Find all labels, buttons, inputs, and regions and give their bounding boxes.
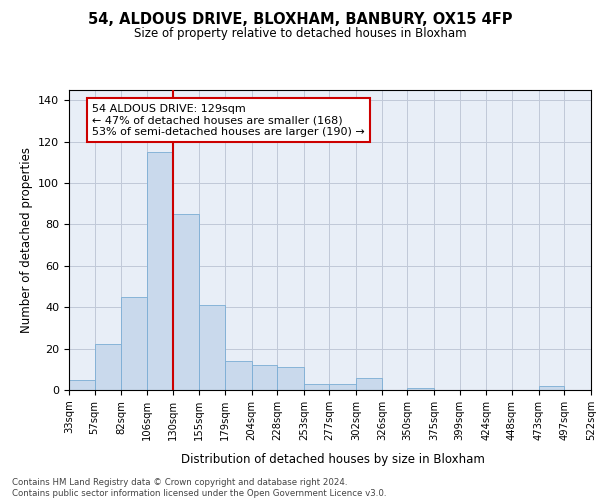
Text: Size of property relative to detached houses in Bloxham: Size of property relative to detached ho… [134, 28, 466, 40]
Text: 54 ALDOUS DRIVE: 129sqm
← 47% of detached houses are smaller (168)
53% of semi-d: 54 ALDOUS DRIVE: 129sqm ← 47% of detache… [92, 104, 365, 136]
Bar [329, 384, 356, 390]
Bar [69, 380, 95, 390]
Bar [173, 214, 199, 390]
Bar [251, 365, 277, 390]
Bar [225, 361, 251, 390]
Bar [95, 344, 121, 390]
Bar [277, 367, 304, 390]
Bar [356, 378, 382, 390]
Bar [199, 305, 225, 390]
Text: Distribution of detached houses by size in Bloxham: Distribution of detached houses by size … [181, 452, 485, 466]
Text: Contains HM Land Registry data © Crown copyright and database right 2024.
Contai: Contains HM Land Registry data © Crown c… [12, 478, 386, 498]
Bar [539, 386, 565, 390]
Text: 54, ALDOUS DRIVE, BLOXHAM, BANBURY, OX15 4FP: 54, ALDOUS DRIVE, BLOXHAM, BANBURY, OX15… [88, 12, 512, 28]
Y-axis label: Number of detached properties: Number of detached properties [20, 147, 32, 333]
Bar [121, 297, 147, 390]
Bar [407, 388, 434, 390]
Bar [304, 384, 329, 390]
Bar [147, 152, 173, 390]
